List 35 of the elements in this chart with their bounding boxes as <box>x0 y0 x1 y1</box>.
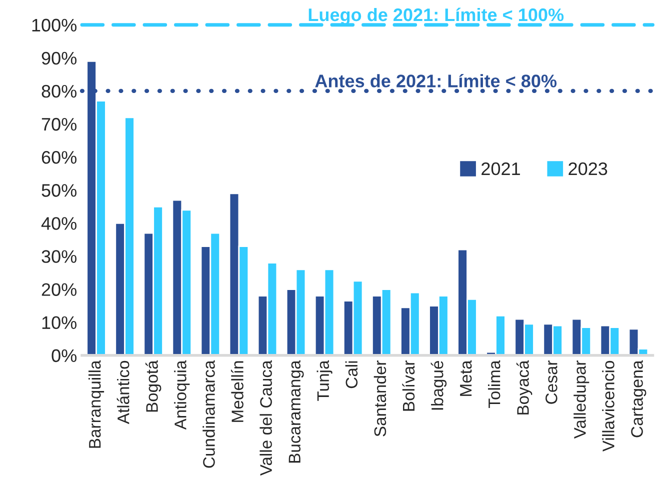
x-tick-label: Medellín <box>230 361 244 422</box>
y-tick-label: 0% <box>52 349 76 362</box>
y-tick-label: 60% <box>42 150 76 164</box>
y-tick-label: 70% <box>42 118 76 131</box>
x-tick-label: Barranquilla <box>88 360 104 448</box>
y-tick-label: 90% <box>42 52 76 65</box>
x-tick-label: Ibagué <box>430 360 447 410</box>
y-tick-label: 100% <box>32 18 76 32</box>
y-tick-label: 80% <box>42 84 76 98</box>
x-tick-label: Santander <box>374 360 386 436</box>
x-tick-label: Cundinamarca <box>202 360 215 468</box>
legend-label: 2021 <box>482 162 520 176</box>
ref-line-label: Luego de 2021: Límite < 100% <box>308 8 564 25</box>
x-tick-label: Valledupar <box>574 360 590 439</box>
x-tick-label: Valle del Cauca <box>260 360 272 476</box>
x-tick-label: Tolima <box>488 360 500 408</box>
x-tick-label: Atlántico <box>116 360 130 424</box>
x-tick-label: Meta <box>460 360 472 396</box>
legend-label: 2023 <box>568 162 608 176</box>
x-tick-label: Bogotá <box>145 360 162 412</box>
x-tick-label: Cartagena <box>631 360 646 438</box>
x-tick-label: Boyacá <box>516 360 532 414</box>
x-tick-label: Tunja <box>316 360 332 401</box>
x-tick-label: Cesar <box>546 360 558 404</box>
y-tick-label: 10% <box>42 316 76 330</box>
x-tick-label: Bucaramanga <box>288 360 304 463</box>
y-tick-label: 30% <box>42 250 76 263</box>
y-tick-label: 40% <box>41 217 76 230</box>
x-tick-label: Cali <box>345 361 358 388</box>
x-tick-label: Villavicencio <box>602 360 614 452</box>
x-tick-label: Bolívar <box>402 360 415 411</box>
y-tick-label: 20% <box>42 283 76 296</box>
x-tick-label: Antioquia <box>174 360 190 430</box>
y-tick-label: 50% <box>42 184 76 197</box>
ref-line-label: Antes de 2021: Límite < 80% <box>315 74 557 88</box>
